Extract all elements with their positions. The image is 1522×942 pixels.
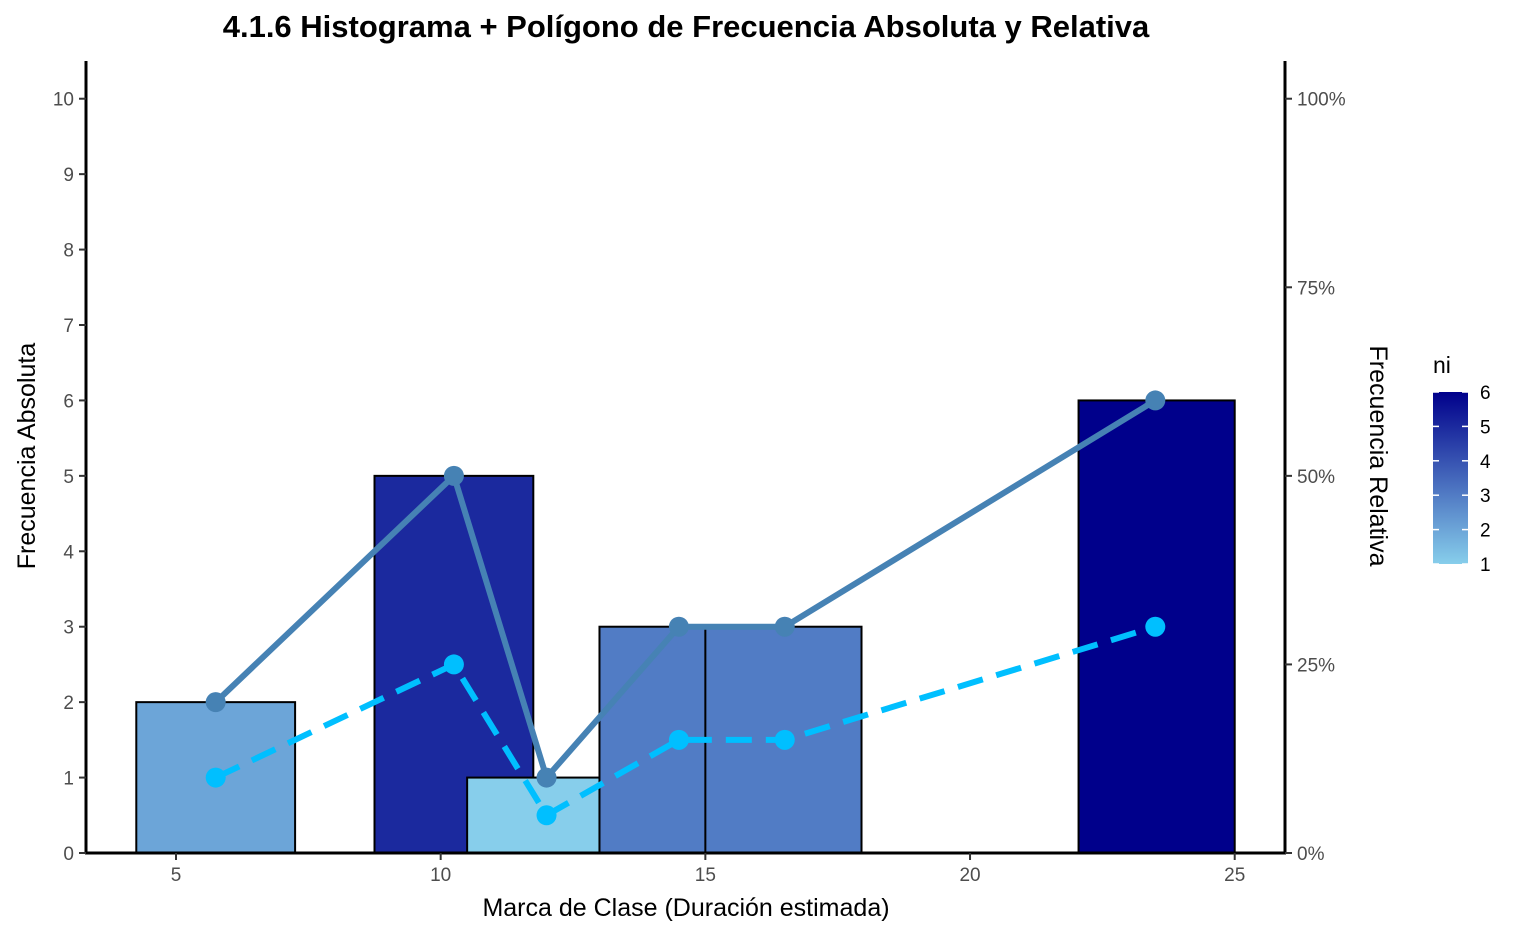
absolute-point-5 [774,616,795,637]
y2-axis-title: Frecuencia Relativa [1364,346,1392,567]
absolute-point-6 [1145,390,1166,411]
y-tick-label: 1 [63,769,74,790]
y-axis-title: Frecuencia Absoluta [13,343,41,570]
x-tick-label: 10 [430,865,451,886]
legend-tick-label: 6 [1480,383,1491,404]
relative-point-5 [774,729,795,750]
x-axis-title: Marca de Clase (Duración estimada) [482,894,889,922]
relative-point-1 [205,767,226,788]
absolute-point-3 [536,767,557,788]
legend-ticks: 1 2 3 4 5 6 [1433,383,1491,576]
y-tick-label: 10 [53,90,74,111]
legend-tick-label: 3 [1480,486,1491,507]
x-tick-label: 25 [1224,865,1245,886]
relative-point-6 [1145,616,1166,637]
absolute-point-2 [443,465,464,486]
legend-colorbar [1433,392,1468,564]
relative-frequency-polygon [214,623,1157,819]
y-tick-label: 2 [63,693,74,714]
x-tick-label: 20 [959,865,980,886]
bars-layer [135,399,1236,855]
x-tick-label: 5 [171,865,182,886]
legend-title: ni [1433,352,1451,378]
relative-point-3 [536,805,557,826]
lines-layer [205,390,1166,826]
relative-point-4 [668,729,689,750]
legend-tick-label: 2 [1480,521,1491,542]
legend-tick-label: 1 [1480,555,1491,576]
legend-tick-label: 5 [1480,417,1491,438]
relative-point-2 [443,654,464,675]
y-tick-label: 5 [63,467,74,488]
legend-tick-label: 4 [1480,452,1491,473]
chart-title: 4.1.6 Histograma + Polígono de Frecuenci… [223,9,1150,44]
absolute-point-4 [668,616,689,637]
y-tick-label: 9 [63,165,74,186]
legend: ni 1 2 3 4 5 6 [1433,352,1491,576]
y-tick-label: 8 [63,241,74,262]
y2-tick-label: 100% [1297,90,1346,111]
y-tick-label: 6 [63,391,74,412]
y2-tick-label: 50% [1297,467,1335,488]
absolute-frequency-polygon [213,397,1157,781]
y-tick-label: 4 [63,542,74,563]
absolute-point-1 [205,692,226,713]
y2-tick-label: 0% [1297,844,1325,865]
y-tick-label: 7 [63,316,74,337]
y-tick-label: 0 [63,844,74,865]
y-tick-label: 3 [63,618,74,639]
y2-tick-label: 75% [1297,278,1335,299]
y2-tick-label: 25% [1297,655,1335,676]
x-tick-label: 15 [695,865,716,886]
